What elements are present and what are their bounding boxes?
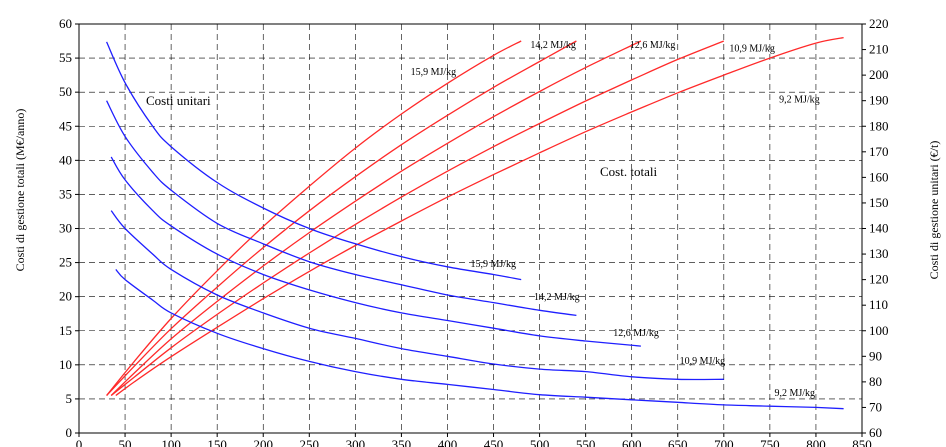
y-left-tick-label: 25 [59, 255, 72, 270]
y-right-ticks: 60 70 80 90 100 110 120 130 140 150 160 170 180 190 20… [862, 16, 889, 440]
series-label-unit: 9,2 MJ/kg [774, 388, 815, 399]
y-left-tick-label: 55 [59, 50, 72, 65]
grid [78, 23, 863, 434]
y-right-tick-label: 100 [869, 323, 889, 338]
y-axis-left-title: Costi di gestione totali (M€/anno) [13, 109, 27, 272]
y-right-tick-label: 190 [869, 93, 889, 108]
y-right-tick-label: 90 [869, 348, 882, 363]
y-right-tick-label: 170 [869, 144, 889, 159]
x-tick-label: 150 [207, 437, 227, 447]
series-label-unit: 12,6 MJ/kg [613, 328, 659, 339]
y-left-ticks: 0 5 10 15 20 25 30 35 40 45 50 55 60 [59, 16, 79, 440]
x-tick-label: 750 [760, 437, 780, 447]
x-tick-label: 100 [161, 437, 181, 447]
series-label-total: 9,2 MJ/kg [779, 94, 820, 105]
series-line-unit [110, 156, 641, 347]
x-ticks: 0 50 100 150 200 250 300 350 400 450 500 550 600 650 7… [76, 433, 872, 447]
y-left-tick-label: 30 [59, 221, 72, 236]
x-tick-label: 800 [806, 437, 826, 447]
y-right-tick-label: 110 [869, 297, 888, 312]
y-left-tick-label: 35 [59, 186, 72, 201]
x-tick-label: 500 [530, 437, 550, 447]
y-left-tick-label: 45 [59, 118, 72, 133]
x-tick-label: 0 [76, 437, 83, 447]
x-tick-label: 450 [484, 437, 504, 447]
y-left-tick-label: 60 [59, 16, 72, 31]
series-line-total [110, 40, 642, 396]
y-right-tick-label: 160 [869, 169, 889, 184]
series-line-unit [115, 268, 844, 410]
x-tick-label: 700 [714, 437, 734, 447]
y-left-tick-label: 20 [59, 289, 72, 304]
series-unit [106, 41, 844, 410]
series-line-unit [110, 210, 724, 381]
y-right-tick-label: 220 [869, 16, 889, 31]
series-line-total [106, 40, 522, 396]
y-right-tick-label: 140 [869, 221, 889, 236]
series-total [106, 36, 844, 397]
series-label-unit: 15,9 MJ/kg [471, 259, 517, 270]
series-label-unit: 10,9 MJ/kg [680, 356, 726, 367]
group-label-unit: Costi unitari [146, 93, 211, 108]
series-label-unit: 14,2 MJ/kg [534, 292, 580, 303]
x-tick-label: 850 [852, 437, 872, 447]
y-right-tick-label: 210 [869, 42, 889, 57]
y-right-tick-label: 150 [869, 195, 889, 210]
y-left-tick-label: 15 [59, 323, 72, 338]
series-label-total: 15,9 MJ/kg [411, 67, 457, 78]
x-tick-label: 200 [253, 437, 273, 447]
x-tick-label: 250 [300, 437, 320, 447]
y-right-tick-label: 80 [869, 374, 882, 389]
y-right-tick-label: 60 [869, 425, 882, 440]
series-label-total: 14,2 MJ/kg [530, 40, 576, 51]
series-label-total: 12,6 MJ/kg [630, 40, 676, 51]
y-right-tick-label: 70 [869, 399, 882, 414]
series-line-unit [106, 41, 522, 281]
y-right-tick-label: 200 [869, 67, 889, 82]
series-label-total: 10,9 MJ/kg [729, 43, 775, 54]
series-line-total [110, 40, 725, 397]
y-left-tick-label: 40 [59, 152, 72, 167]
y-axis-right-title: Costi di gestione unitari (€/t) [927, 141, 941, 280]
y-left-tick-label: 10 [59, 357, 72, 372]
series-line-total [115, 36, 844, 397]
x-tick-label: 550 [576, 437, 596, 447]
y-right-tick-label: 180 [869, 118, 889, 133]
series-line-total [106, 40, 577, 396]
y-right-tick-label: 120 [869, 272, 889, 287]
series-line-unit [106, 100, 577, 317]
x-tick-label: 400 [438, 437, 458, 447]
y-right-tick-label: 130 [869, 246, 889, 261]
y-left-tick-label: 50 [59, 84, 72, 99]
x-tick-label: 300 [346, 437, 366, 447]
x-tick-label: 600 [622, 437, 642, 447]
x-tick-label: 350 [392, 437, 412, 447]
y-left-tick-label: 5 [66, 391, 73, 406]
y-left-tick-label: 0 [66, 425, 73, 440]
series-labels: 15,9 MJ/kg 14,2 MJ/kg 12,6 MJ/kg 10,9 MJ/kg… [411, 40, 820, 399]
x-tick-label: 650 [668, 437, 688, 447]
x-tick-label: 50 [119, 437, 132, 447]
group-label-total: Cost. totali [600, 164, 657, 179]
